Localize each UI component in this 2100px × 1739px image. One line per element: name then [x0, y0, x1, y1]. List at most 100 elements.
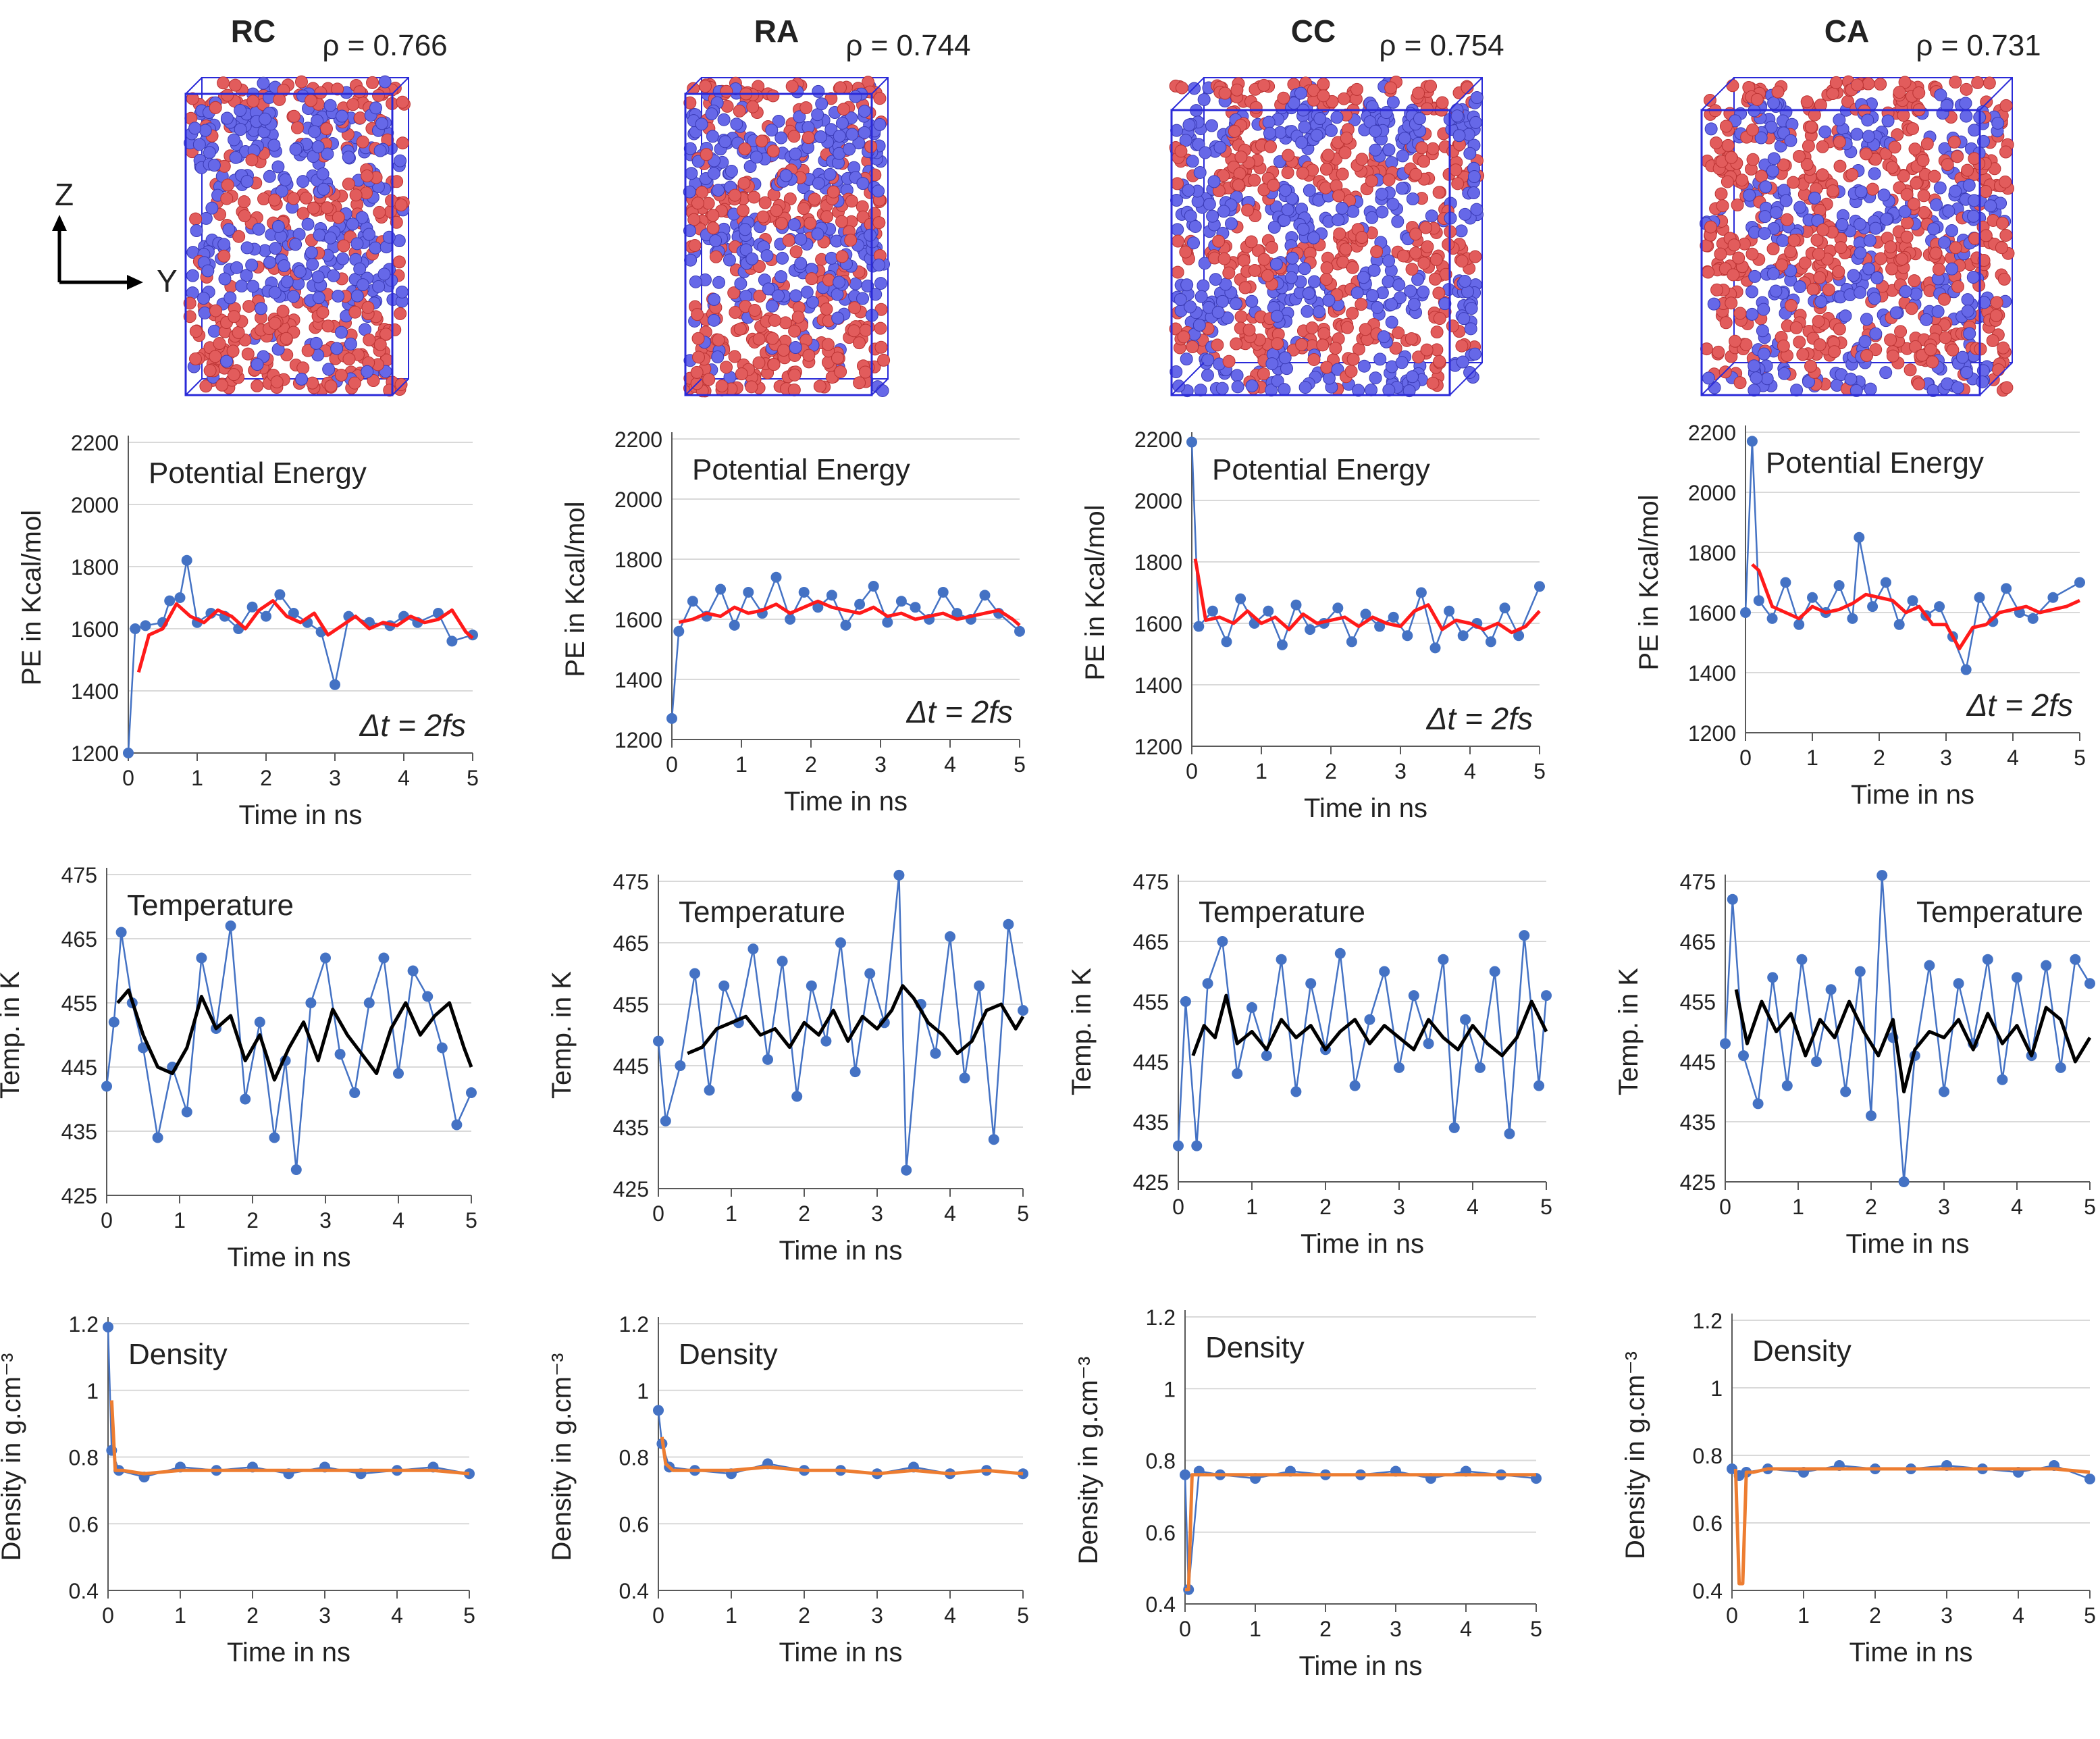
raw-data-point: [1746, 436, 1758, 447]
raw-data-point: [2001, 583, 2012, 594]
atom-blue: [760, 249, 774, 263]
x-tick-label: 4: [1467, 1195, 1479, 1219]
atom-blue: [295, 372, 309, 386]
atom-red: [1731, 198, 1744, 211]
y-tick-label: 425: [613, 1177, 649, 1201]
atom-blue: [278, 259, 291, 272]
raw-data-point: [1332, 602, 1344, 614]
atom-red: [1866, 182, 1879, 196]
atom-blue: [1835, 217, 1849, 231]
atom-red: [1355, 153, 1369, 166]
atom-blue: [1375, 187, 1388, 201]
y-tick-label: 1.2: [69, 1312, 99, 1336]
atom-blue: [1206, 209, 1219, 223]
atom-red: [1719, 120, 1733, 133]
atom-blue: [280, 275, 294, 288]
y-tick-label: 1200: [71, 742, 119, 766]
raw-data-point: [826, 590, 837, 601]
atom-blue: [1776, 234, 1789, 247]
atom-blue: [1330, 111, 1344, 124]
atom-red: [304, 94, 317, 107]
raw-data-point: [1924, 960, 1935, 971]
y-tick-label: 0.8: [1693, 1444, 1723, 1468]
atom-red: [296, 361, 310, 375]
raw-data-point: [1246, 1002, 1257, 1013]
x-tick-label: 1: [1797, 1603, 1810, 1628]
x-tick-label: 0: [1179, 1617, 1191, 1641]
x-tick-label: 0: [652, 1603, 664, 1628]
atom-blue: [1413, 112, 1426, 126]
raw-data-point: [1866, 1110, 1876, 1122]
atom-red: [314, 86, 327, 99]
raw-data-point: [806, 980, 817, 991]
atom-blue: [1298, 262, 1311, 276]
atom-red: [1317, 78, 1330, 91]
panel-title: Density: [1752, 1334, 1852, 1368]
atom-red: [1910, 176, 1923, 190]
atom-blue: [1464, 322, 1477, 336]
atom-blue: [772, 289, 785, 303]
atom-blue: [1877, 188, 1891, 202]
atom-blue: [1385, 298, 1398, 311]
atom-red: [1281, 166, 1294, 180]
x-tick-label: 1: [174, 1208, 186, 1232]
snapshot-cc: [1169, 75, 1485, 398]
average-series-line: [109, 1400, 470, 1476]
atom-blue: [257, 76, 270, 90]
atom-blue: [235, 279, 248, 292]
average-series-line: [687, 984, 1025, 1056]
atom-red: [1175, 81, 1188, 95]
atom-red: [787, 130, 801, 143]
average-series-line: [136, 599, 474, 673]
raw-data-point: [798, 586, 810, 598]
raw-data-point: [1780, 577, 1791, 588]
x-tick-label: 3: [1940, 746, 1952, 770]
atom-red: [2000, 381, 2014, 394]
atom-blue: [1960, 109, 1973, 123]
atom-red: [837, 103, 850, 116]
panel-title: Density: [128, 1338, 228, 1371]
y-tick-label: 2000: [71, 493, 119, 517]
x-tick-label: 1: [174, 1603, 186, 1628]
atom-red: [1295, 338, 1309, 351]
y-tick-label: 1: [1163, 1377, 1176, 1401]
atom-blue: [263, 255, 277, 269]
atom-blue: [1470, 90, 1484, 104]
panel-title: Density: [1205, 1331, 1305, 1364]
raw-data-point: [979, 590, 991, 601]
atom-blue: [1310, 128, 1323, 142]
atom-blue: [856, 177, 870, 190]
atom-blue: [1962, 178, 1976, 192]
atom-red: [1333, 227, 1346, 240]
atom-red: [1319, 181, 1332, 194]
x-axis-title: Time in ns: [227, 1243, 350, 1272]
atom-red: [1813, 338, 1827, 352]
atom-red: [1234, 310, 1248, 323]
y-tick-label: 475: [613, 870, 649, 894]
x-tick-label: 4: [944, 1201, 956, 1226]
atom-blue: [705, 107, 718, 121]
x-tick-label: 0: [666, 752, 678, 777]
raw-data-point: [1934, 601, 1945, 613]
atom-red: [1716, 199, 1729, 213]
atom-red: [301, 344, 315, 357]
atom-red: [246, 95, 260, 108]
atom-blue: [1459, 274, 1472, 288]
x-axis-title: Time in ns: [1298, 1651, 1422, 1681]
raw-data-point: [882, 617, 893, 628]
atom-red: [1217, 252, 1231, 265]
atom-blue: [1863, 234, 1876, 247]
atom-blue: [1870, 271, 1884, 284]
atom-blue: [1853, 217, 1866, 231]
raw-data-point: [1974, 592, 1985, 603]
atom-blue: [207, 159, 221, 172]
atom-blue: [1357, 359, 1371, 373]
y-tick-label: 425: [61, 1184, 97, 1208]
raw-data-point: [1408, 990, 1419, 1002]
atom-red: [1904, 363, 1917, 377]
x-tick-label: 5: [1533, 759, 1546, 783]
atom-red: [213, 337, 226, 351]
atom-blue: [312, 291, 325, 305]
atom-red: [203, 364, 217, 378]
atom-red: [720, 361, 733, 374]
